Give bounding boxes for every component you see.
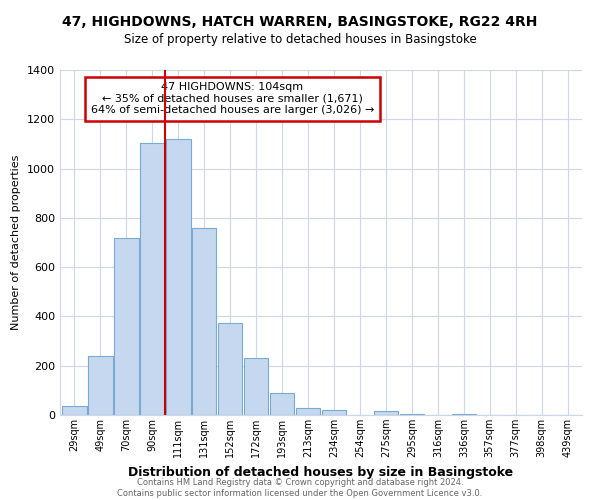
- Text: 47, HIGHDOWNS, HATCH WARREN, BASINGSTOKE, RG22 4RH: 47, HIGHDOWNS, HATCH WARREN, BASINGSTOKE…: [62, 15, 538, 29]
- Bar: [218, 322, 242, 415]
- Bar: [374, 412, 398, 415]
- Bar: [62, 406, 86, 415]
- Text: 47 HIGHDOWNS: 104sqm
← 35% of detached houses are smaller (1,671)
64% of semi-de: 47 HIGHDOWNS: 104sqm ← 35% of detached h…: [91, 82, 374, 116]
- Bar: [452, 414, 476, 415]
- Text: Contains HM Land Registry data © Crown copyright and database right 2024.
Contai: Contains HM Land Registry data © Crown c…: [118, 478, 482, 498]
- Bar: [270, 393, 295, 415]
- Bar: [192, 228, 217, 415]
- Text: Size of property relative to detached houses in Basingstoke: Size of property relative to detached ho…: [124, 32, 476, 46]
- Bar: [400, 414, 424, 415]
- Bar: [114, 238, 139, 415]
- Bar: [88, 356, 113, 415]
- Bar: [244, 358, 268, 415]
- Bar: [166, 139, 191, 415]
- Bar: [322, 410, 346, 415]
- Bar: [296, 408, 320, 415]
- Bar: [140, 142, 164, 415]
- X-axis label: Distribution of detached houses by size in Basingstoke: Distribution of detached houses by size …: [128, 466, 514, 478]
- Y-axis label: Number of detached properties: Number of detached properties: [11, 155, 22, 330]
